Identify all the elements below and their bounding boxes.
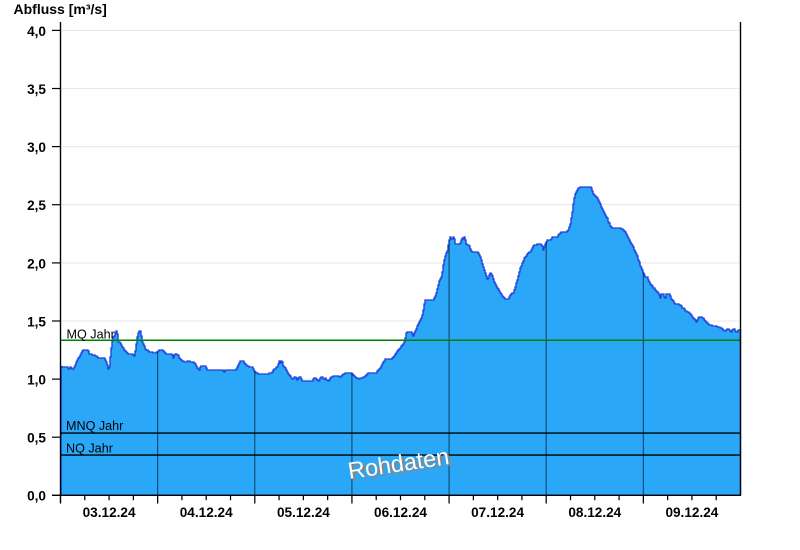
svg-text:NQ Jahr: NQ Jahr [66, 441, 113, 455]
svg-text:06.12.24: 06.12.24 [374, 505, 427, 520]
svg-text:2,0: 2,0 [27, 256, 46, 271]
svg-text:08.12.24: 08.12.24 [568, 505, 621, 520]
svg-text:07.12.24: 07.12.24 [471, 505, 524, 520]
svg-text:3,5: 3,5 [27, 82, 46, 97]
svg-text:1,5: 1,5 [27, 314, 46, 329]
svg-text:0,0: 0,0 [27, 489, 46, 504]
svg-text:03.12.24: 03.12.24 [83, 505, 136, 520]
svg-text:1,0: 1,0 [27, 373, 46, 388]
svg-text:3,0: 3,0 [27, 140, 46, 155]
svg-text:MQ Jahr: MQ Jahr [67, 328, 115, 342]
svg-text:04.12.24: 04.12.24 [180, 505, 233, 520]
svg-text:MNQ Jahr: MNQ Jahr [66, 419, 123, 433]
svg-text:09.12.24: 09.12.24 [665, 505, 718, 520]
svg-text:Abfluss [m³/s]: Abfluss [m³/s] [14, 1, 107, 17]
svg-text:4,0: 4,0 [27, 24, 46, 39]
svg-text:2,5: 2,5 [27, 198, 46, 213]
svg-text:0,5: 0,5 [27, 431, 46, 446]
svg-text:05.12.24: 05.12.24 [277, 505, 330, 520]
